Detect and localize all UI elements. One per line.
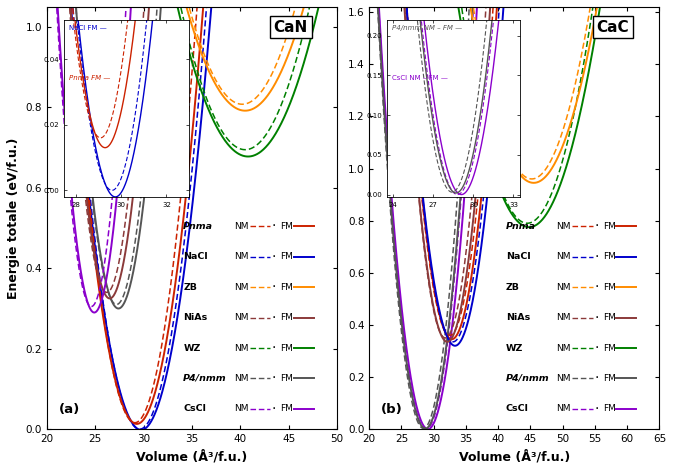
Text: NM: NM — [557, 222, 571, 231]
Text: ·: · — [594, 341, 598, 355]
Text: NM: NM — [557, 313, 571, 322]
Text: Pnma: Pnma — [505, 222, 536, 231]
Text: CsCl: CsCl — [183, 404, 206, 414]
Text: NM: NM — [557, 344, 571, 352]
Text: FM: FM — [281, 344, 293, 352]
Text: ·: · — [272, 250, 276, 264]
Text: CaN: CaN — [273, 20, 308, 35]
Text: NaCl: NaCl — [183, 252, 208, 261]
Text: ·: · — [594, 311, 598, 325]
X-axis label: Volume (Å³/f.u.): Volume (Å³/f.u.) — [459, 450, 570, 463]
Text: NM: NM — [234, 374, 248, 383]
Text: NM: NM — [234, 252, 248, 261]
Text: FM: FM — [603, 252, 616, 261]
Text: CaC: CaC — [597, 20, 629, 35]
Text: FM: FM — [603, 283, 616, 292]
Text: WZ: WZ — [183, 344, 201, 352]
Text: FM: FM — [603, 313, 616, 322]
Text: FM: FM — [281, 404, 293, 414]
Text: NM: NM — [234, 222, 248, 231]
Text: NM: NM — [557, 404, 571, 414]
Text: NM: NM — [557, 283, 571, 292]
Text: NM: NM — [557, 374, 571, 383]
Text: ·: · — [594, 371, 598, 385]
Text: NM: NM — [234, 344, 248, 352]
Text: ZB: ZB — [505, 283, 520, 292]
Text: FM: FM — [603, 404, 616, 414]
Text: (b): (b) — [381, 403, 402, 416]
Text: WZ: WZ — [505, 344, 523, 352]
X-axis label: Volume (Å³/f.u.): Volume (Å³/f.u.) — [137, 450, 248, 463]
Text: ·: · — [272, 280, 276, 294]
Text: FM: FM — [603, 222, 616, 231]
Text: FM: FM — [603, 344, 616, 352]
Text: NM: NM — [234, 313, 248, 322]
Text: FM: FM — [281, 374, 293, 383]
Text: Pnma: Pnma — [183, 222, 213, 231]
Text: FM: FM — [281, 313, 293, 322]
Text: NM: NM — [234, 283, 248, 292]
Text: NM: NM — [234, 404, 248, 414]
Text: P4/nmm: P4/nmm — [183, 374, 227, 383]
Y-axis label: Energie totale (eV/f.u.): Energie totale (eV/f.u.) — [7, 137, 20, 299]
Text: CsCl: CsCl — [505, 404, 528, 414]
Text: ·: · — [272, 341, 276, 355]
Text: NiAs: NiAs — [505, 313, 530, 322]
Text: P4/nmm: P4/nmm — [505, 374, 549, 383]
Text: NaCl: NaCl — [505, 252, 530, 261]
Text: NM: NM — [557, 252, 571, 261]
Text: ·: · — [272, 371, 276, 385]
Text: ·: · — [594, 219, 598, 234]
Text: FM: FM — [281, 252, 293, 261]
Text: FM: FM — [603, 374, 616, 383]
Text: FM: FM — [281, 222, 293, 231]
Text: ·: · — [594, 250, 598, 264]
Text: ·: · — [272, 311, 276, 325]
Text: ·: · — [594, 280, 598, 294]
Text: FM: FM — [281, 283, 293, 292]
Text: ·: · — [594, 402, 598, 416]
Text: ZB: ZB — [183, 283, 197, 292]
Text: NiAs: NiAs — [183, 313, 207, 322]
Text: (a): (a) — [59, 403, 79, 416]
Text: ·: · — [272, 219, 276, 234]
Text: ·: · — [272, 402, 276, 416]
